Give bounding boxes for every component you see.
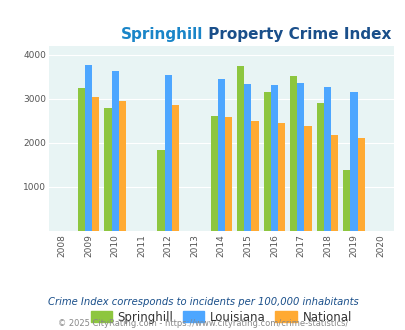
Bar (237, 66, 244, 231)
Bar (210, 116, 217, 231)
Bar (118, 101, 126, 231)
Bar (342, 170, 350, 231)
Bar (270, 85, 277, 231)
Bar (290, 76, 296, 231)
Bar (350, 92, 357, 231)
Bar (164, 75, 171, 231)
Bar (217, 79, 224, 231)
Bar (277, 123, 284, 231)
Bar (92, 97, 99, 231)
Bar (263, 91, 270, 231)
Bar (316, 103, 323, 231)
Bar (323, 87, 330, 231)
Text: Crime Index corresponds to incidents per 100,000 inhabitants: Crime Index corresponds to incidents per… (47, 297, 358, 307)
Legend: Springhill, Louisiana, National: Springhill, Louisiana, National (87, 307, 355, 327)
Bar (85, 65, 92, 231)
Bar (104, 108, 111, 231)
Bar (244, 83, 251, 231)
Bar (78, 88, 85, 231)
Bar (357, 138, 364, 231)
Bar (224, 116, 231, 231)
Bar (111, 71, 118, 231)
Bar (251, 121, 258, 231)
Text: Property Crime Index: Property Crime Index (202, 27, 390, 42)
Bar (296, 83, 304, 231)
Bar (304, 126, 311, 231)
Bar (171, 105, 179, 231)
Bar (157, 149, 164, 231)
Text: © 2025 CityRating.com - https://www.cityrating.com/crime-statistics/: © 2025 CityRating.com - https://www.city… (58, 319, 347, 328)
Text: Springhill: Springhill (120, 27, 202, 42)
Bar (330, 135, 337, 231)
